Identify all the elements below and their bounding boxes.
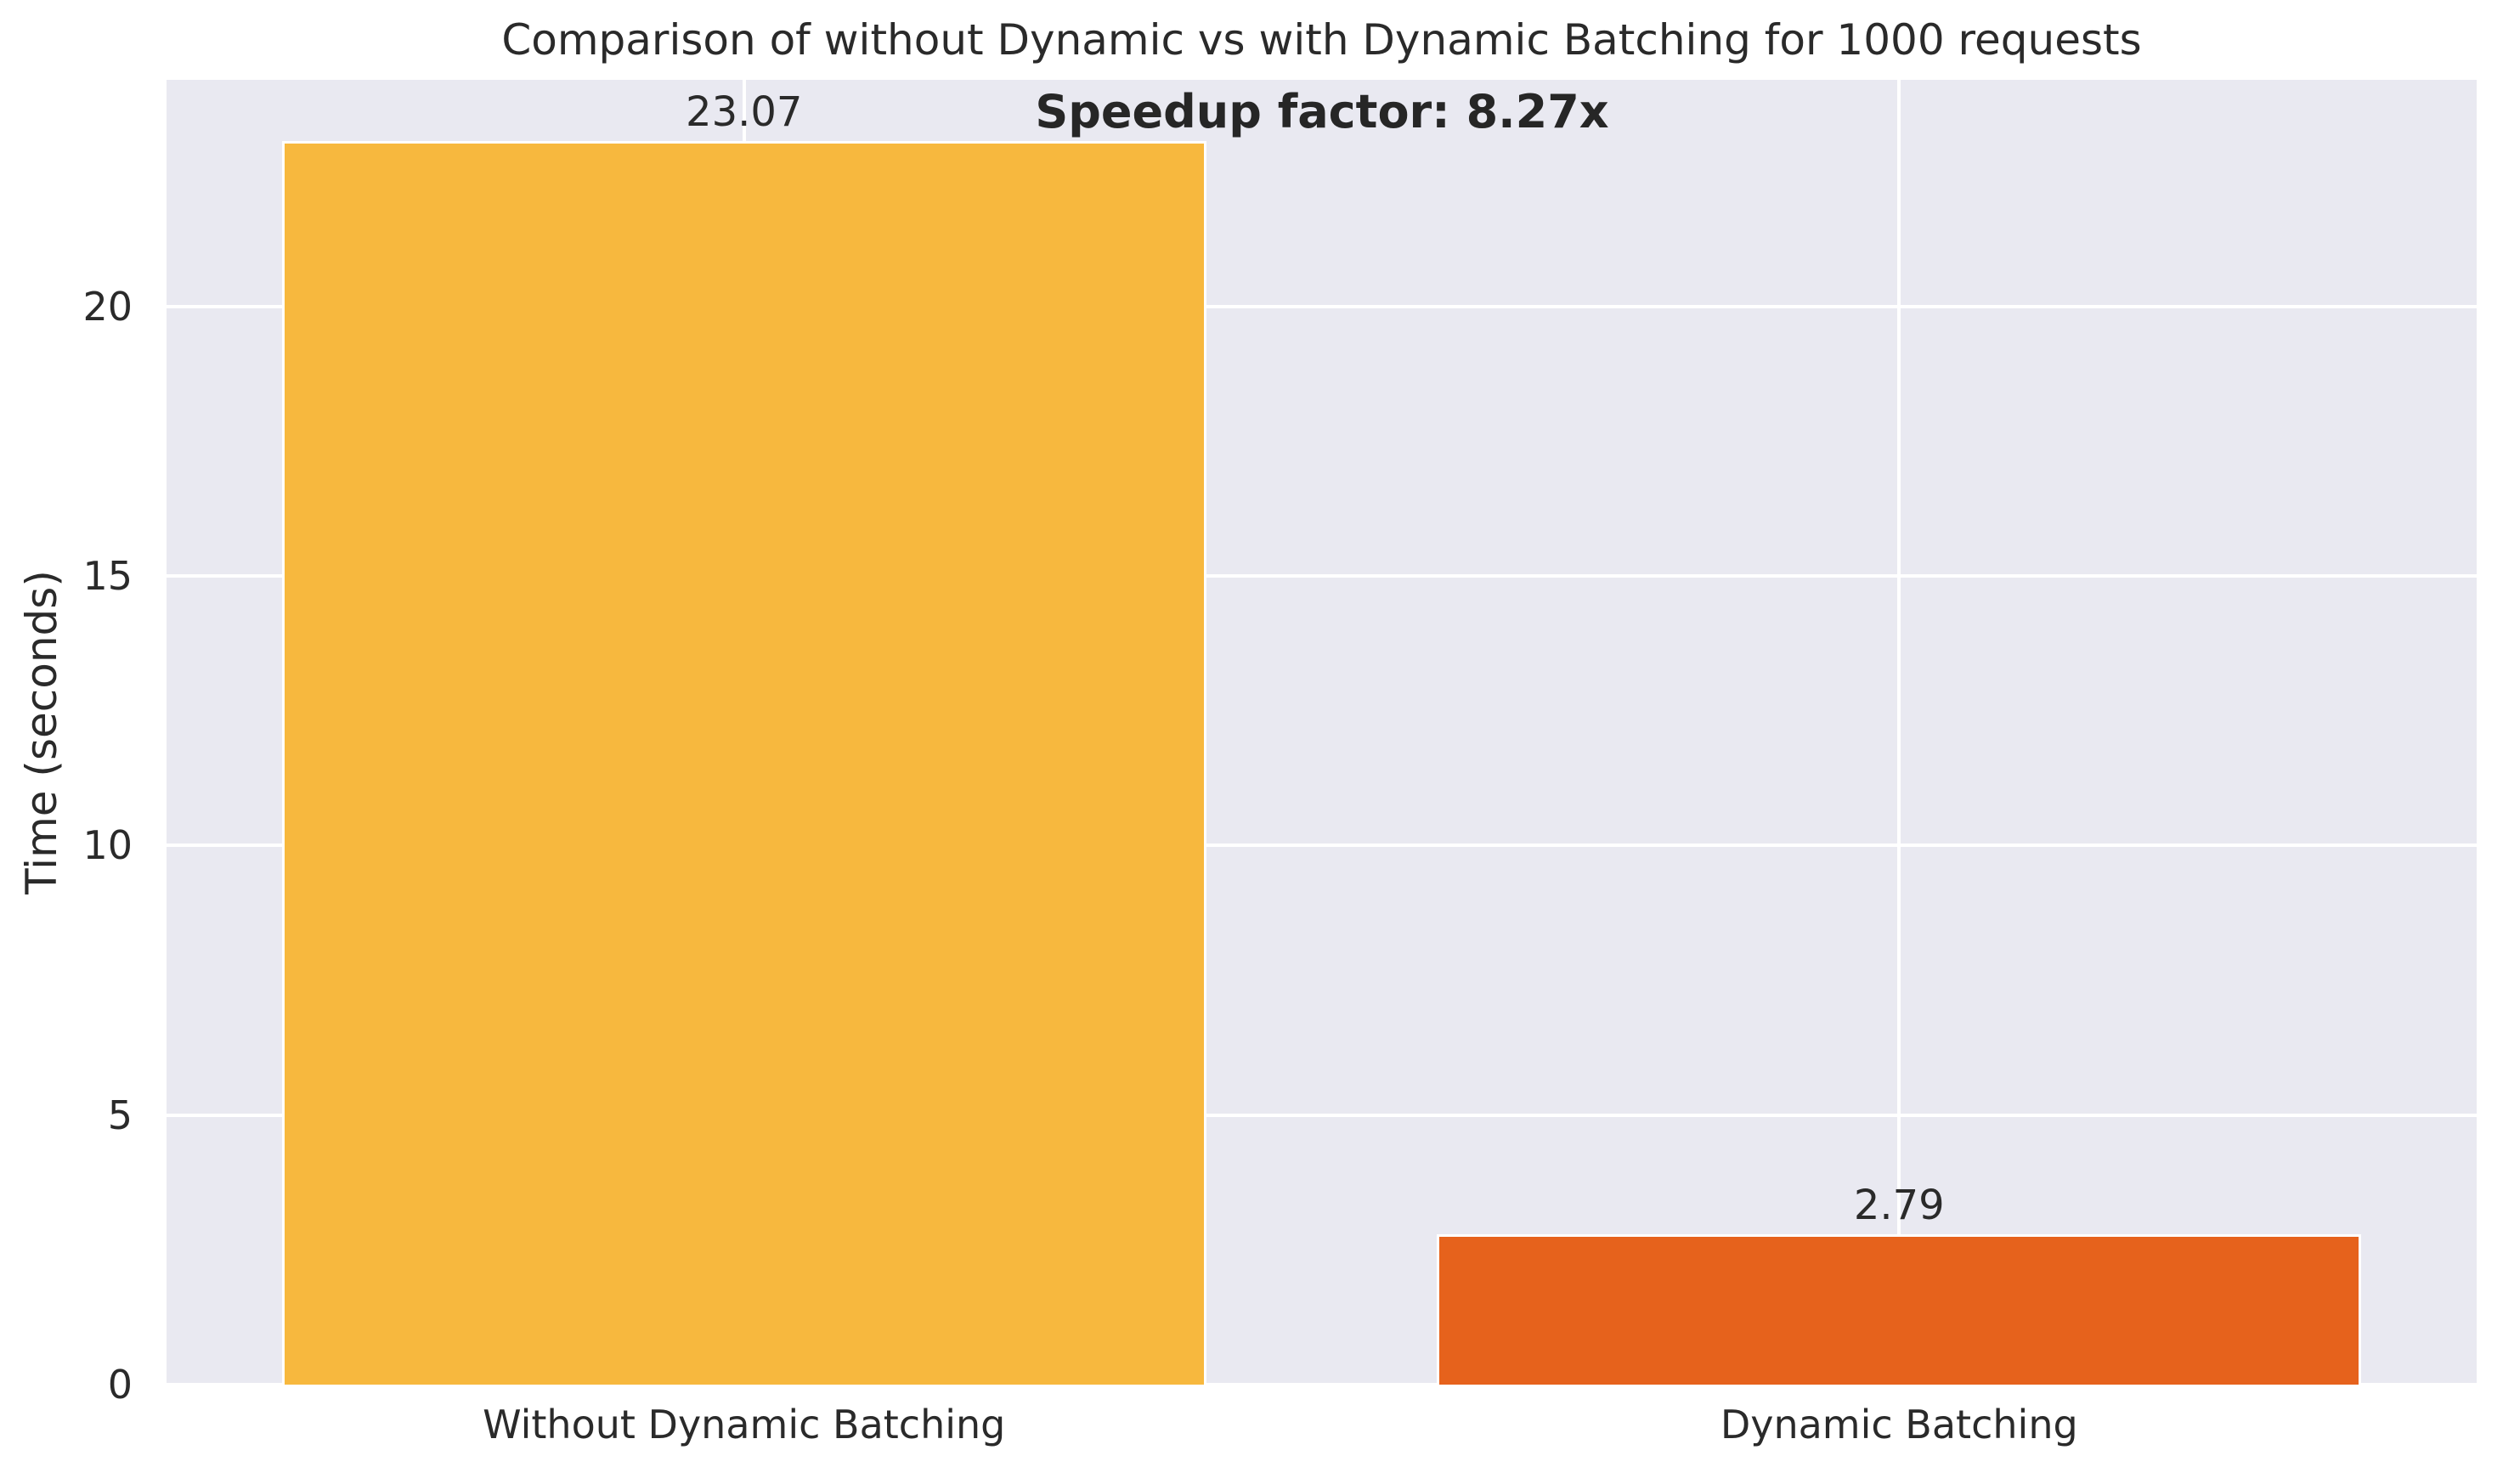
bar-without-dynamic-batching [281, 140, 1206, 1385]
y-gridline [167, 1113, 2477, 1117]
chart-title: Comparison of without Dynamic vs with Dy… [501, 15, 2142, 65]
y-tick-label: 15 [82, 552, 133, 599]
bar-dynamic-batching [1437, 1233, 2362, 1385]
y-gridline [167, 573, 2477, 578]
y-tick-label: 10 [82, 822, 133, 869]
y-gridline [167, 844, 2477, 848]
y-gridline [167, 1383, 2477, 1385]
y-tick-label: 5 [107, 1092, 133, 1138]
plot-area [167, 80, 2477, 1385]
y-tick-label: 0 [107, 1362, 133, 1408]
x-gridline [1897, 80, 1901, 1385]
x-tick-label: Without Dynamic Batching [483, 1402, 1006, 1447]
bar-value-label: 23.07 [686, 87, 803, 136]
y-tick-label: 20 [82, 283, 133, 330]
y-gridline [167, 304, 2477, 308]
bar-value-label: 2.79 [1853, 1181, 1945, 1229]
speedup-annotation: Speedup factor: 8.27x [1035, 85, 1609, 138]
x-tick-label: Dynamic Batching [1720, 1402, 2078, 1447]
